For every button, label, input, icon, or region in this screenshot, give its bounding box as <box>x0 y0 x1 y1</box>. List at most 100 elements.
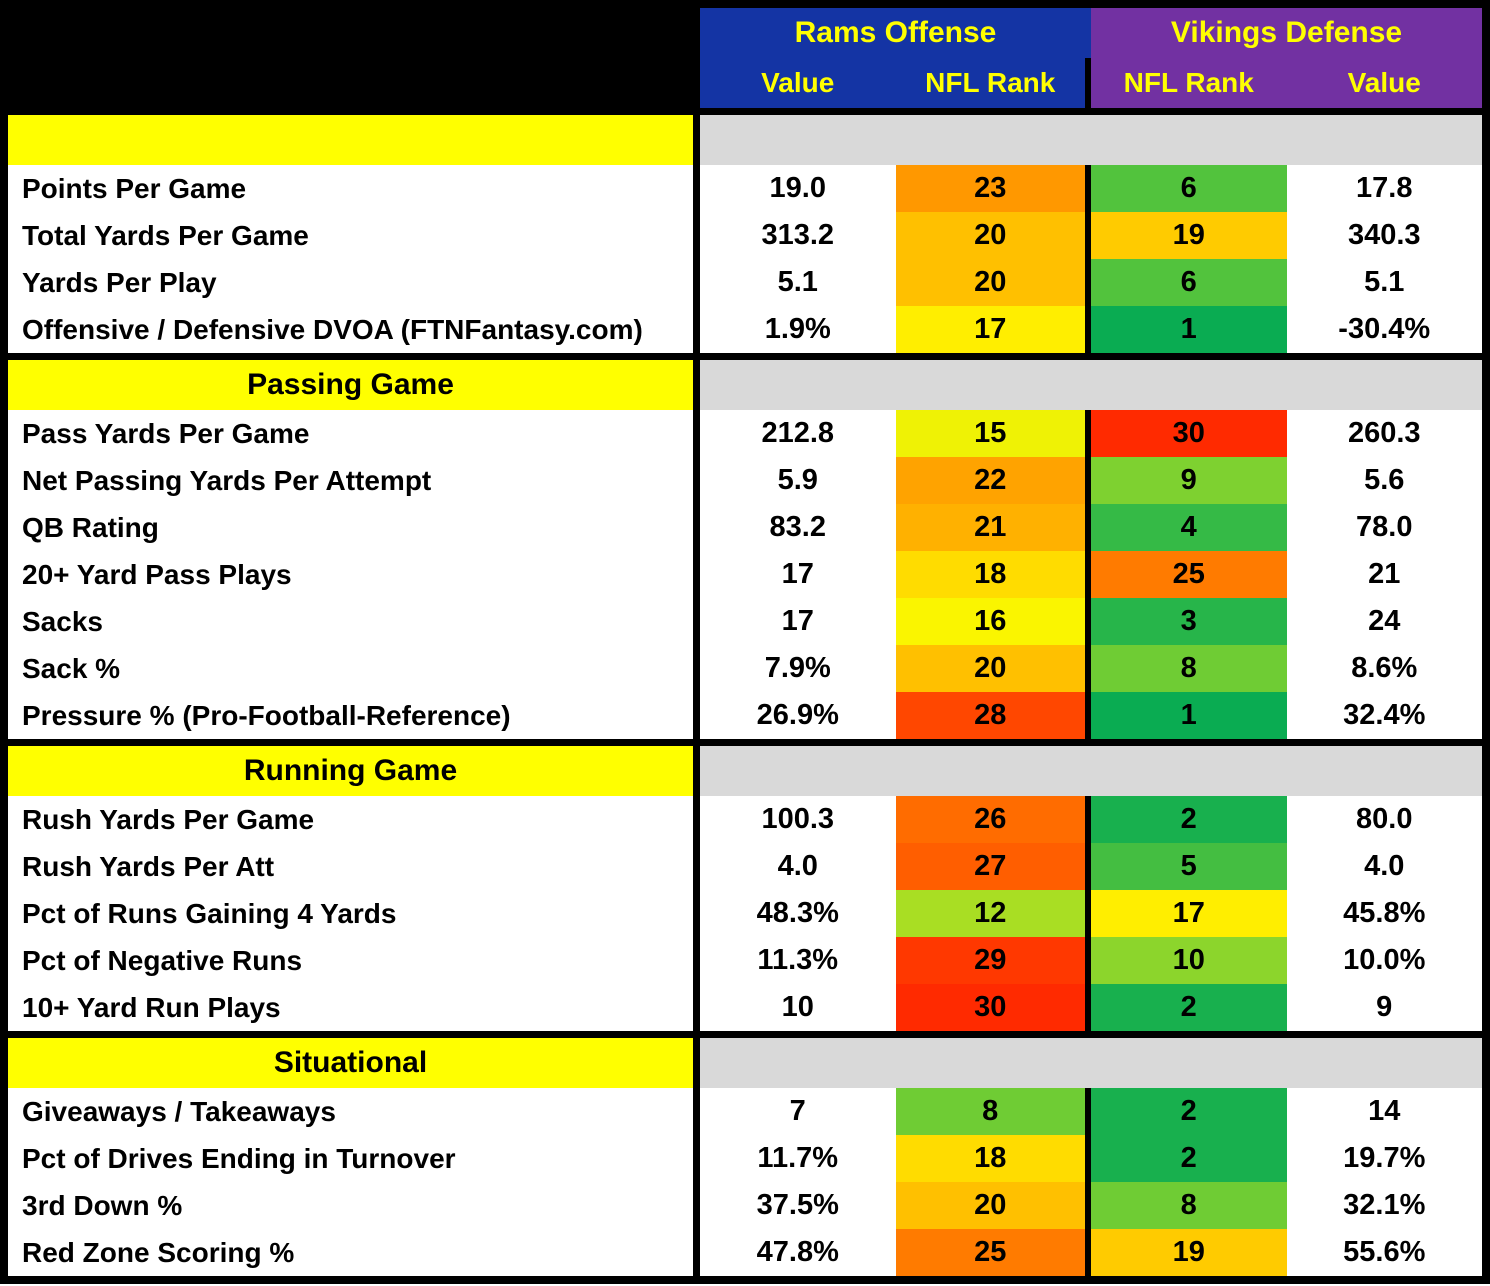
vikings-value: 4.0 <box>1286 843 1482 890</box>
vikings-value: 10.0% <box>1286 937 1482 984</box>
section-header: Situational <box>8 1031 700 1088</box>
rams-value: 26.9% <box>700 692 896 739</box>
vikings-value: 45.8% <box>1286 890 1482 937</box>
vikings-rank: 10 <box>1091 937 1287 984</box>
rams-value: 212.8 <box>700 410 896 457</box>
rams-rank: 22 <box>895 457 1091 504</box>
table-corner-spacer <box>8 8 700 108</box>
vikings-value: -30.4% <box>1286 306 1482 353</box>
vikings-rank: 2 <box>1091 1088 1287 1135</box>
vikings-value: 17.8 <box>1286 165 1482 212</box>
vikings-rank-column-header: NFL Rank <box>1091 58 1287 108</box>
rams-value: 4.0 <box>700 843 896 890</box>
stat-label: Points Per Game <box>8 165 700 212</box>
rams-rank: 8 <box>895 1088 1091 1135</box>
stat-label: 3rd Down % <box>8 1182 700 1229</box>
vikings-value: 14 <box>1286 1088 1482 1135</box>
rams-value: 1.9% <box>700 306 896 353</box>
stat-label: Pct of Runs Gaining 4 Yards <box>8 890 700 937</box>
stat-label: Rush Yards Per Att <box>8 843 700 890</box>
rams-value: 7.9% <box>700 645 896 692</box>
rams-value: 17 <box>700 598 896 645</box>
vikings-rank: 4 <box>1091 504 1287 551</box>
rams-rank: 30 <box>895 984 1091 1031</box>
rams-rank: 12 <box>895 890 1091 937</box>
vikings-rank: 2 <box>1091 984 1287 1031</box>
vikings-rank: 19 <box>1091 1229 1287 1276</box>
stat-label: Rush Yards Per Game <box>8 796 700 843</box>
rams-value: 83.2 <box>700 504 896 551</box>
rams-value: 10 <box>700 984 896 1031</box>
rams-value: 5.9 <box>700 457 896 504</box>
rams-value-column-header: Value <box>700 58 896 108</box>
rams-value: 7 <box>700 1088 896 1135</box>
stat-label: Pct of Drives Ending in Turnover <box>8 1135 700 1182</box>
vikings-rank: 1 <box>1091 306 1287 353</box>
stat-label: QB Rating <box>8 504 700 551</box>
rams-rank-column-header: NFL Rank <box>895 58 1091 108</box>
rams-value: 37.5% <box>700 1182 896 1229</box>
rams-rank: 20 <box>895 259 1091 306</box>
rams-offense-header: Rams Offense <box>700 8 1091 58</box>
stat-label: Sacks <box>8 598 700 645</box>
vikings-rank: 2 <box>1091 1135 1287 1182</box>
rams-rank: 18 <box>895 551 1091 598</box>
vikings-value: 5.1 <box>1286 259 1482 306</box>
vikings-value: 9 <box>1286 984 1482 1031</box>
rams-rank: 20 <box>895 645 1091 692</box>
rams-value: 17 <box>700 551 896 598</box>
stat-label: 10+ Yard Run Plays <box>8 984 700 1031</box>
vikings-value: 32.1% <box>1286 1182 1482 1229</box>
vikings-rank: 8 <box>1091 1182 1287 1229</box>
vikings-rank: 6 <box>1091 259 1287 306</box>
stat-label: Pass Yards Per Game <box>8 410 700 457</box>
vikings-rank: 17 <box>1091 890 1287 937</box>
vikings-value: 19.7% <box>1286 1135 1482 1182</box>
rams-rank: 17 <box>895 306 1091 353</box>
vikings-rank: 19 <box>1091 212 1287 259</box>
vikings-rank: 8 <box>1091 645 1287 692</box>
vikings-value: 32.4% <box>1286 692 1482 739</box>
rams-value: 5.1 <box>700 259 896 306</box>
section-header <box>8 108 700 165</box>
vikings-rank: 3 <box>1091 598 1287 645</box>
rams-rank: 20 <box>895 212 1091 259</box>
rams-value: 313.2 <box>700 212 896 259</box>
vikings-value-column-header: Value <box>1286 58 1482 108</box>
rams-rank: 26 <box>895 796 1091 843</box>
stat-label: Pct of Negative Runs <box>8 937 700 984</box>
vikings-rank: 2 <box>1091 796 1287 843</box>
rams-rank: 16 <box>895 598 1091 645</box>
vikings-value: 78.0 <box>1286 504 1482 551</box>
vikings-value: 260.3 <box>1286 410 1482 457</box>
rams-value: 11.7% <box>700 1135 896 1182</box>
rams-rank: 20 <box>895 1182 1091 1229</box>
stat-label: Offensive / Defensive DVOA (FTNFantasy.c… <box>8 306 700 353</box>
rams-rank: 29 <box>895 937 1091 984</box>
vikings-rank: 30 <box>1091 410 1287 457</box>
rams-value: 47.8% <box>700 1229 896 1276</box>
stat-label: Total Yards Per Game <box>8 212 700 259</box>
rams-rank: 28 <box>895 692 1091 739</box>
section-header-spacer <box>700 108 1482 165</box>
rams-rank: 18 <box>895 1135 1091 1182</box>
rams-value: 48.3% <box>700 890 896 937</box>
stat-label: 20+ Yard Pass Plays <box>8 551 700 598</box>
vikings-value: 5.6 <box>1286 457 1482 504</box>
rams-rank: 15 <box>895 410 1091 457</box>
stat-label: Giveaways / Takeaways <box>8 1088 700 1135</box>
vikings-value: 80.0 <box>1286 796 1482 843</box>
rams-rank: 23 <box>895 165 1091 212</box>
vikings-rank: 25 <box>1091 551 1287 598</box>
vikings-rank: 9 <box>1091 457 1287 504</box>
vikings-defense-header: Vikings Defense <box>1091 8 1482 58</box>
rams-value: 11.3% <box>700 937 896 984</box>
stat-label: Yards Per Play <box>8 259 700 306</box>
stat-label: Sack % <box>8 645 700 692</box>
rams-rank: 21 <box>895 504 1091 551</box>
rams-value: 19.0 <box>700 165 896 212</box>
rams-value: 100.3 <box>700 796 896 843</box>
section-header: Running Game <box>8 739 700 796</box>
vikings-value: 8.6% <box>1286 645 1482 692</box>
section-header-spacer <box>700 739 1482 796</box>
